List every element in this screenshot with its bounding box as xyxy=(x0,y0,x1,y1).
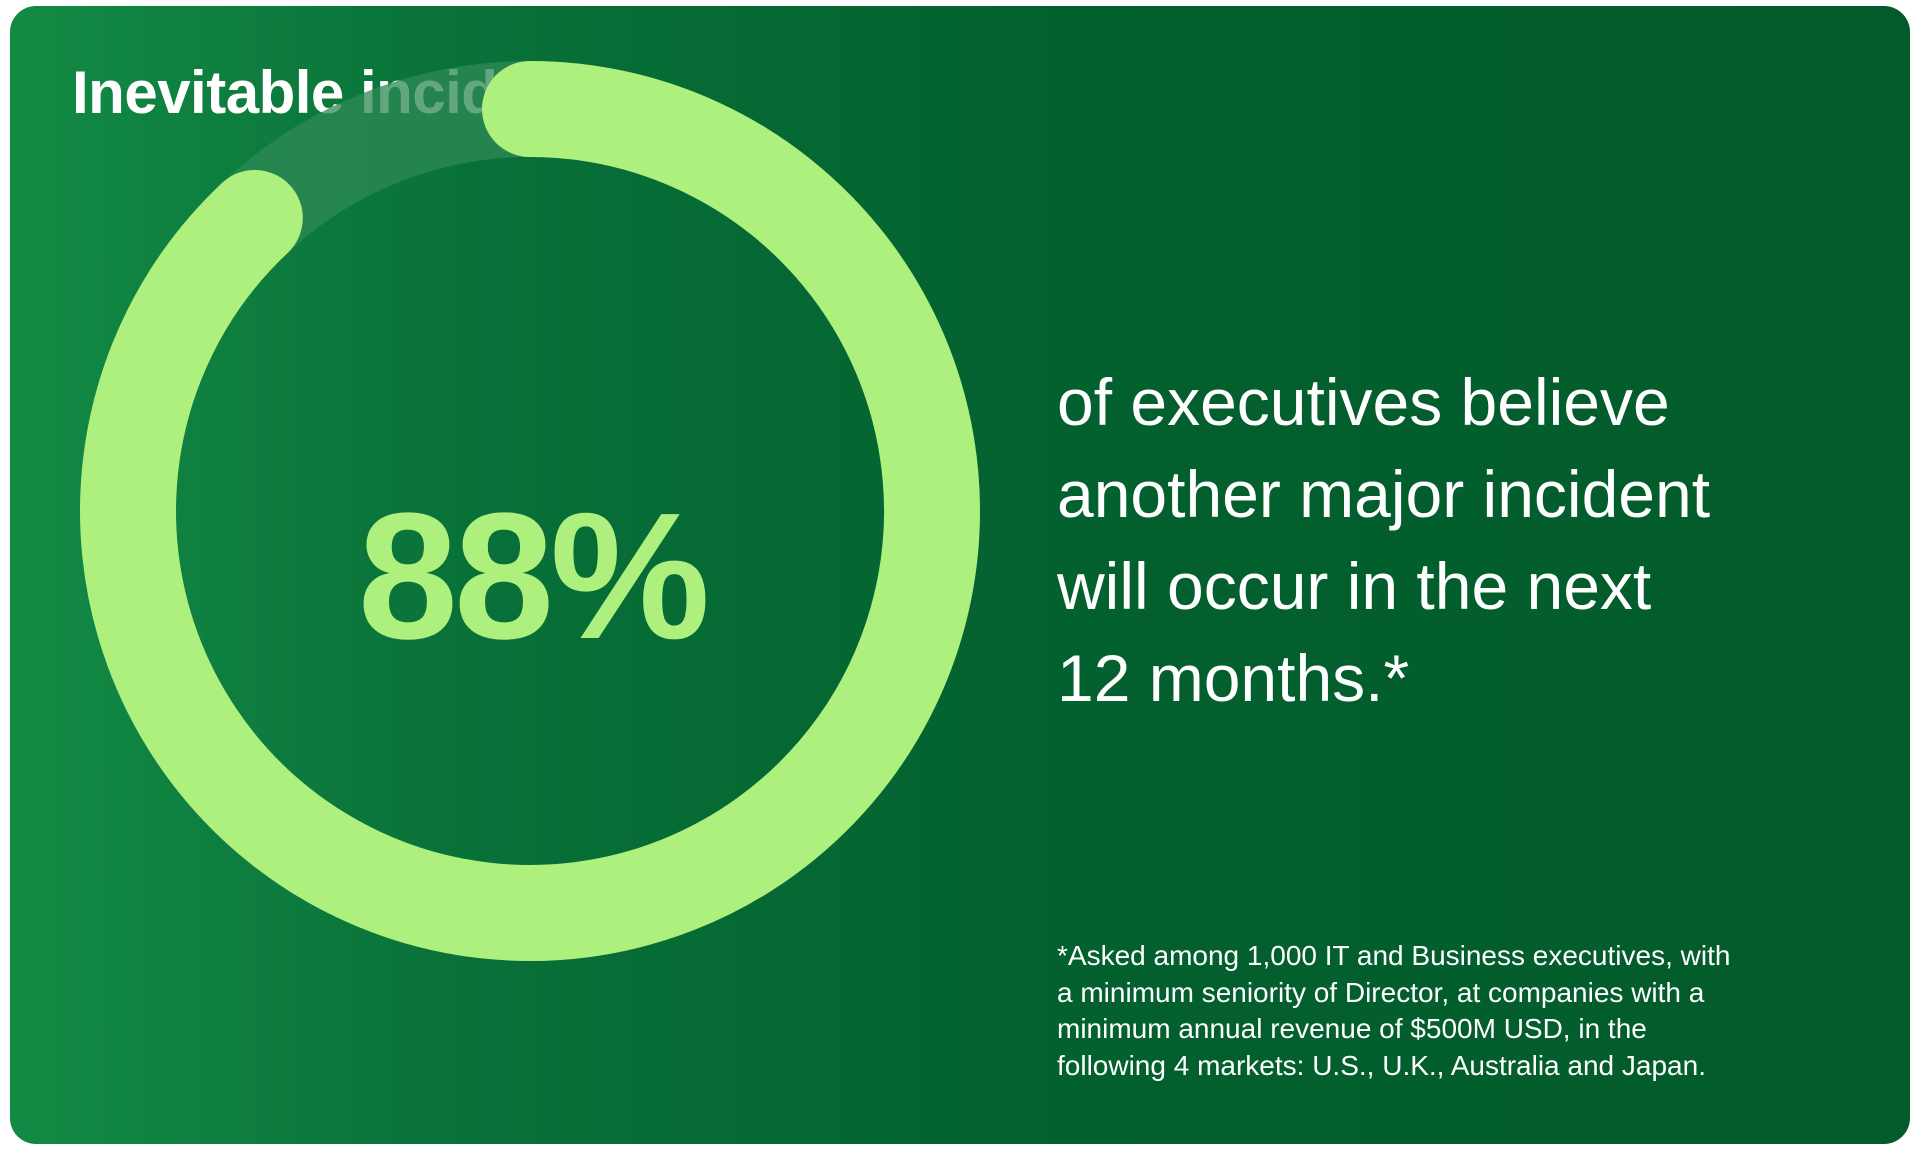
stat-card: Inevitable incidents 88% of executives b… xyxy=(10,6,1910,1144)
donut-value-arc xyxy=(80,61,980,961)
footnote: *Asked among 1,000 IT and Business execu… xyxy=(1057,938,1877,1084)
footnote-line: minimum annual revenue of $500M USD, in … xyxy=(1057,1013,1647,1044)
stat-description-line: of executives believe xyxy=(1057,365,1670,439)
footnote-line: *Asked among 1,000 IT and Business execu… xyxy=(1057,940,1731,971)
stat-description: of executives believe another major inci… xyxy=(1057,356,1857,724)
stat-description-line: another major incident xyxy=(1057,457,1711,531)
footnote-line: a minimum seniority of Director, at comp… xyxy=(1057,976,1705,1008)
footnote-line: following 4 markets: U.S., U.K., Austral… xyxy=(1057,1049,1706,1081)
stat-description-line: 12 months.* xyxy=(1057,641,1410,715)
stat-value: 88% xyxy=(358,476,706,677)
stat-description-line: will occur in the next xyxy=(1057,549,1652,623)
donut-chart: 88% xyxy=(80,61,980,961)
